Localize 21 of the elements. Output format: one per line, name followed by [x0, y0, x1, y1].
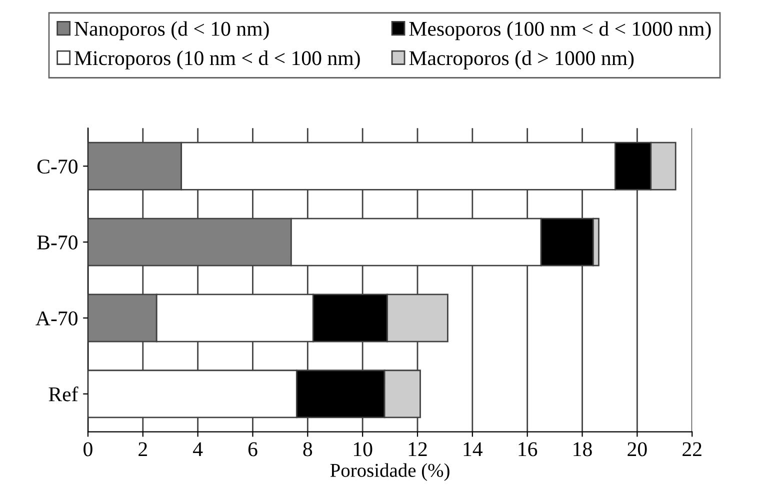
- x-tick-label: 18: [574, 442, 592, 456]
- x-tick-label: 6: [248, 442, 258, 456]
- legend-label: Microporos (10 nm < d < 100 nm): [74, 50, 360, 70]
- legend-label: Mesoporos (100 nm < d < 1000 nm): [409, 21, 711, 40]
- x-tick-label: 14: [464, 442, 483, 456]
- y-tick-label: B-70: [37, 235, 78, 250]
- x-tick-label: 8: [303, 442, 312, 456]
- legend-label: Macroporos (d > 1000 nm): [409, 50, 634, 70]
- x-tick-label: 12: [408, 442, 427, 456]
- x-tick-label: 4: [193, 442, 203, 456]
- legend-label: Nanoporos (d < 10 nm): [74, 21, 269, 40]
- y-tick-label: A-70: [36, 311, 78, 326]
- x-tick-label: 22: [682, 442, 702, 456]
- y-tick-label: Ref: [48, 386, 78, 402]
- x-axis-title: Porosidade (%): [330, 463, 450, 481]
- x-tick-label: 16: [518, 442, 538, 456]
- y-tick-label: C-70: [37, 160, 78, 174]
- x-tick-label: 20: [628, 442, 647, 456]
- x-tick-label: 2: [138, 442, 147, 456]
- x-tick-label: 0: [84, 442, 92, 456]
- x-tick-label: 10: [354, 442, 372, 456]
